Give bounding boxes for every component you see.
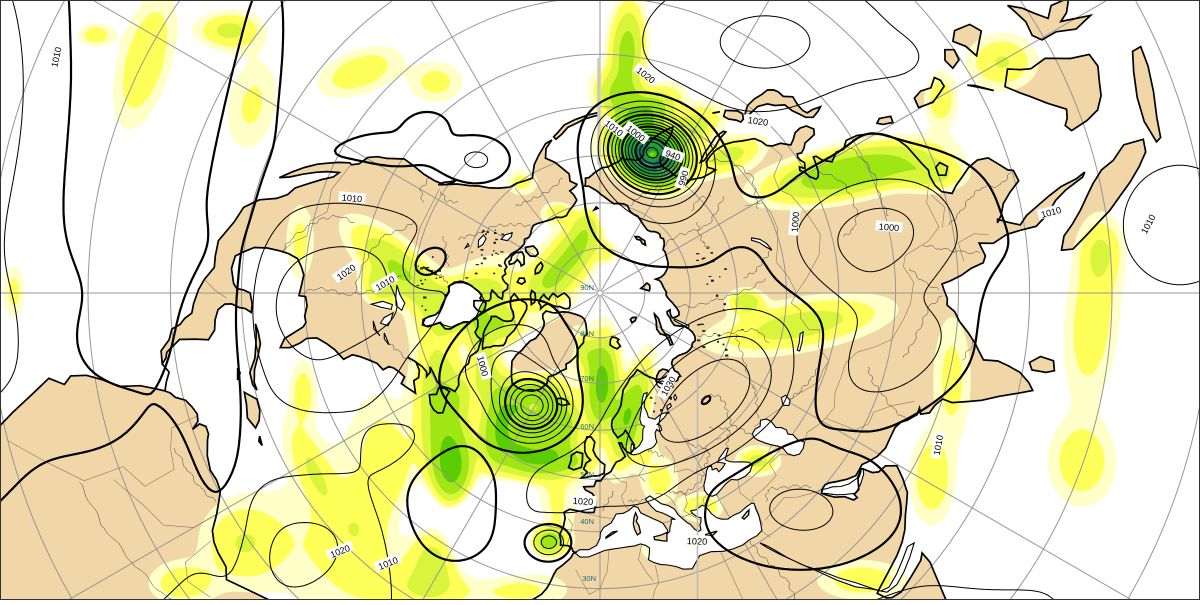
svg-text:50N: 50N xyxy=(580,470,594,479)
svg-text:1020: 1020 xyxy=(747,115,769,128)
svg-text:40N: 40N xyxy=(580,517,594,526)
svg-text:1010: 1010 xyxy=(49,46,63,68)
svg-text:1010: 1010 xyxy=(932,434,945,456)
svg-text:60N: 60N xyxy=(580,422,594,431)
svg-text:940: 940 xyxy=(664,148,682,163)
svg-text:70N: 70N xyxy=(580,374,594,383)
svg-text:1000: 1000 xyxy=(878,222,899,234)
svg-text:80N: 80N xyxy=(580,329,594,338)
svg-text:1010: 1010 xyxy=(341,193,362,205)
svg-text:30N: 30N xyxy=(582,574,596,583)
svg-text:1020: 1020 xyxy=(687,536,708,547)
svg-text:1020: 1020 xyxy=(572,496,593,507)
svg-text:90N: 90N xyxy=(580,283,594,292)
svg-text:1000: 1000 xyxy=(790,211,802,232)
svg-text:990: 990 xyxy=(676,169,690,187)
